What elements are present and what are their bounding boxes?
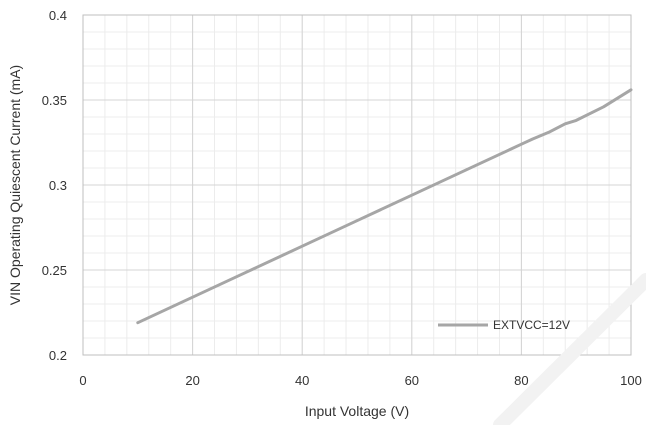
axes — [82, 14, 632, 356]
y-axis-title: VIN Operating Quiescent Current (mA) — [7, 65, 23, 305]
x-tick-label: 0 — [79, 373, 86, 388]
y-tick-label: 0.35 — [42, 93, 67, 108]
y-tick-label: 0.4 — [49, 8, 67, 23]
series-line — [136, 88, 633, 325]
x-tick-label: 40 — [295, 373, 309, 388]
series-layer — [136, 88, 633, 325]
y-tick-label: 0.2 — [49, 348, 67, 363]
y-tick-label: 0.25 — [42, 263, 67, 278]
legend-label: EXTVCC=12V — [493, 318, 570, 332]
x-tick-label: 20 — [185, 373, 199, 388]
plot-border — [82, 14, 632, 356]
gridlines — [82, 14, 632, 356]
x-axis-title: Input Voltage (V) — [305, 403, 409, 419]
x-tick-label: 60 — [405, 373, 419, 388]
y-tick-label: 0.3 — [49, 178, 67, 193]
x-tick-label: 100 — [620, 373, 642, 388]
x-tick-label: 80 — [514, 373, 528, 388]
